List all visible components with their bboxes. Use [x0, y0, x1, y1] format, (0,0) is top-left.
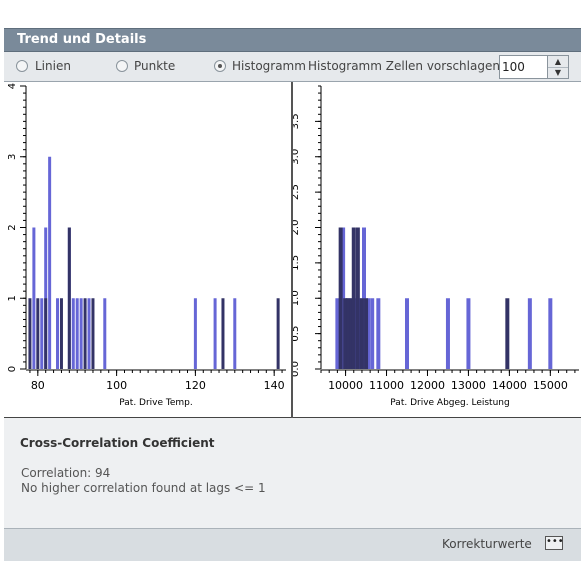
- histogram-bar: [32, 227, 36, 369]
- x-tick-label: 15000: [533, 379, 568, 392]
- correlation-panel: Cross-Correlation Coefficient Correlatio…: [4, 418, 581, 529]
- more-options-button[interactable]: •••: [545, 536, 564, 550]
- histogram-area: 0 1 2 3 4 80 100 120 140 Pat. Drive Temp. 0.0 0.5 1…: [4, 82, 581, 418]
- x-tick-label: 80: [31, 379, 45, 392]
- bins-label: Histogramm Zellen vorschlagen:: [308, 59, 504, 73]
- histogram-bar: [28, 298, 32, 369]
- radio-punkte-label[interactable]: Punkte: [134, 59, 176, 73]
- correlation-note: No higher correlation found at lags <= 1: [21, 481, 266, 495]
- y-tick-label: 0.5: [293, 326, 301, 342]
- top-strip: [0, 0, 581, 28]
- x-axis-label: Pat. Drive Temp.: [119, 398, 193, 408]
- x-tick-label: 12000: [410, 379, 445, 392]
- histogram-bar: [343, 298, 348, 369]
- y-tick-label: 3: [7, 154, 18, 160]
- histogram-bar: [405, 298, 409, 369]
- histogram-bar: [44, 298, 48, 369]
- histogram-bar: [83, 298, 87, 369]
- y-tick-label: 0.0: [293, 361, 301, 377]
- histogram-bar: [376, 298, 381, 369]
- histogram-bar: [91, 298, 95, 369]
- histogram-bar: [276, 298, 280, 369]
- histogram-bar: [103, 298, 107, 369]
- correlation-value: Correlation: 94: [21, 466, 111, 480]
- histogram-bar: [364, 298, 369, 369]
- bins-stepper[interactable]: ▲ ▼: [499, 55, 569, 79]
- histogram-bar: [75, 298, 79, 369]
- x-tick-label: 10000: [328, 379, 363, 392]
- x-tick-label: 14000: [492, 379, 527, 392]
- histogram-bar: [87, 298, 91, 369]
- radio-linien-label[interactable]: Linien: [35, 59, 71, 73]
- stepper-buttons: ▲ ▼: [547, 56, 568, 78]
- stepper-down-icon[interactable]: ▼: [554, 68, 562, 77]
- histogram-bar: [445, 298, 450, 369]
- histogram-bar: [193, 298, 197, 369]
- x-tick-label: 13000: [451, 379, 486, 392]
- x-tick-label: 100: [106, 379, 127, 392]
- x-axis-label: Pat. Drive Abgeg. Leistung: [390, 398, 509, 408]
- histogram-bar: [346, 298, 351, 369]
- bins-input[interactable]: [502, 58, 544, 76]
- window-titlebar: Trend und Details: [4, 28, 581, 52]
- histogram-bar: [233, 298, 237, 369]
- histogram-bar: [213, 298, 217, 369]
- histogram-bar: [338, 227, 343, 369]
- histogram-bar: [355, 227, 360, 369]
- histogram-bar: [370, 298, 375, 369]
- radio-linien[interactable]: [16, 60, 28, 72]
- histogram-bar: [366, 298, 371, 369]
- window-title: Trend und Details: [17, 32, 147, 47]
- histogram-bar: [67, 227, 71, 369]
- y-tick-label: 2: [7, 224, 18, 230]
- histogram-bar: [48, 156, 52, 369]
- histogram-bar: [59, 298, 63, 369]
- x-tick-label: 140: [264, 379, 285, 392]
- plot-divider: [291, 82, 293, 418]
- radio-punkte[interactable]: [116, 60, 128, 72]
- correlation-title: Cross-Correlation Coefficient: [20, 436, 215, 450]
- chart-type-controls: Linien Punkte Histogramm Histogramm Zell…: [4, 52, 581, 82]
- histogram-bar: [362, 227, 366, 369]
- histogram-bar: [56, 298, 60, 369]
- histogram-bar: [349, 298, 354, 369]
- histogram-bar: [341, 227, 346, 369]
- histogram-bar: [79, 298, 83, 369]
- histogram-bar: [359, 298, 364, 369]
- x-tick-label: 120: [185, 379, 206, 392]
- y-tick-label: 3.0: [293, 149, 301, 165]
- y-tick-label: 3.5: [293, 113, 301, 129]
- y-tick-label: 4: [7, 83, 18, 89]
- histogram-bar: [351, 227, 356, 369]
- histogram-bar: [353, 298, 358, 369]
- y-tick-label: 1.0: [293, 290, 301, 306]
- x-tick-label: 11000: [369, 379, 404, 392]
- histogram-bar: [335, 298, 340, 369]
- y-tick-label: 1.5: [293, 255, 301, 271]
- histogram-leistung: 0.0 0.5 1.0 1.5 2.0 2.5 3.0 3.5 10000 11000 12000 1…: [293, 85, 579, 408]
- histogram-bar: [40, 298, 44, 369]
- y-tick-label: 0: [7, 366, 18, 372]
- korrekturwerte-link[interactable]: Korrekturwerte: [442, 537, 532, 551]
- y-tick-label: 1: [7, 295, 18, 301]
- histogram-bar: [71, 298, 75, 369]
- radio-histogramm[interactable]: [214, 60, 226, 72]
- histogram-temp: 0 1 2 3 4 80 100 120 140 Pat. Drive Temp.: [7, 83, 286, 408]
- histogram-bar: [36, 298, 40, 369]
- footer-bar: Korrekturwerte •••: [4, 529, 581, 561]
- histogram-bar: [548, 298, 553, 369]
- histogram-bar: [466, 298, 471, 369]
- y-tick-label: 2.5: [293, 184, 301, 200]
- histogram-bar: [221, 298, 225, 369]
- histogram-bar: [527, 298, 532, 369]
- histogram-bar: [505, 298, 510, 369]
- stepper-up-icon[interactable]: ▲: [548, 56, 568, 68]
- y-tick-label: 2.0: [293, 220, 301, 236]
- histogram-bar: [357, 298, 362, 369]
- radio-histogramm-label[interactable]: Histogramm: [232, 59, 306, 73]
